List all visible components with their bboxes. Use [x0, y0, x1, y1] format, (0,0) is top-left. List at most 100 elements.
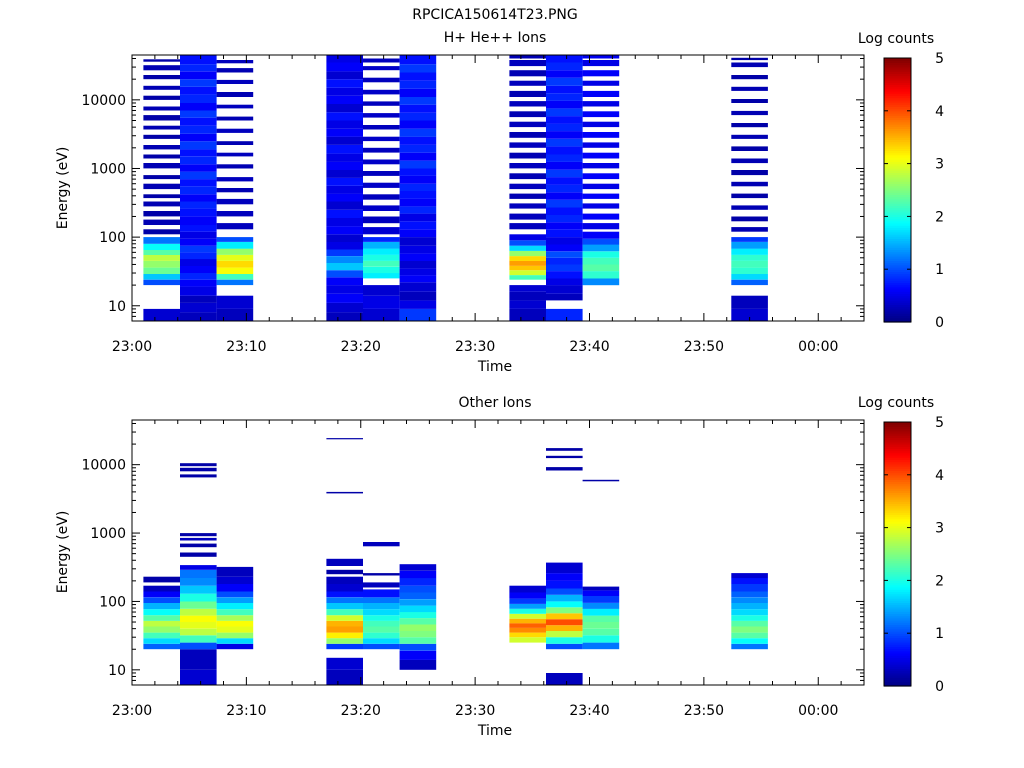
- heatmap-cell: [216, 116, 254, 121]
- heatmap-cell: [326, 558, 363, 566]
- colorbar-segment: [884, 642, 911, 645]
- heatmap-cell: [731, 620, 768, 627]
- heatmap-cell: [731, 248, 768, 255]
- colorbar-segment: [884, 448, 911, 452]
- colorbar-segment: [884, 433, 911, 436]
- heatmap-cell: [399, 213, 437, 222]
- colorbar-segment: [884, 525, 911, 529]
- colorbar-segment: [884, 245, 911, 248]
- heatmap-cell: [363, 632, 400, 639]
- heatmap-cell: [216, 597, 254, 603]
- colorbar-segment: [884, 620, 911, 623]
- heatmap-cell: [363, 308, 400, 321]
- heatmap-cell: [546, 285, 583, 294]
- colorbar-segment: [884, 655, 911, 658]
- heatmap-cell: [143, 250, 180, 255]
- colorbar-segment: [884, 95, 911, 99]
- y-tick-label: 100: [99, 230, 126, 246]
- heatmap-cell: [399, 145, 437, 153]
- heatmap-cell: [363, 597, 400, 603]
- heatmap-cell: [180, 593, 217, 602]
- heatmap-cell: [509, 111, 546, 118]
- heatmap-cell: [180, 194, 217, 202]
- heatmap-cell: [582, 111, 620, 118]
- x-tick-label: 23:30: [455, 703, 495, 719]
- colorbar-segment: [884, 507, 911, 511]
- heatmap-cell: [509, 142, 546, 148]
- heatmap-cell: [582, 264, 620, 272]
- heatmap-cell: [326, 669, 363, 685]
- colorbar-segment: [884, 567, 911, 570]
- colorbar-segment: [884, 130, 911, 134]
- heatmap-cell: [546, 222, 583, 230]
- heatmap-cell: [582, 55, 620, 59]
- heatmap-cell: [582, 642, 620, 650]
- colorbar-segment: [884, 71, 911, 74]
- colorbar-segment: [884, 565, 911, 568]
- heatmap-cell: [326, 209, 363, 218]
- colorbar-segment: [884, 675, 911, 678]
- colorbar-segment: [884, 212, 911, 215]
- heatmap-cell: [216, 254, 254, 261]
- colorbar-segment: [884, 102, 911, 105]
- heatmap-cell: [180, 266, 217, 273]
- colorbar-segment: [884, 677, 911, 680]
- colorbar-segment: [884, 611, 911, 614]
- x-tick-label: 23:40: [569, 339, 609, 355]
- heatmap-cell: [363, 609, 400, 616]
- heatmap-cell: [326, 249, 363, 256]
- colorbar-segment: [884, 225, 911, 228]
- colorbar-segment: [884, 617, 911, 621]
- heatmap-cell: [399, 88, 437, 97]
- colorbar-segment: [884, 626, 911, 630]
- colorbar-tick-label: 0: [935, 315, 944, 331]
- panel-title: Other Ions: [458, 395, 531, 411]
- heatmap-cell: [399, 152, 437, 161]
- x-tick-label: 23:50: [684, 339, 724, 355]
- heatmap-cell: [180, 133, 217, 142]
- heatmap-cell: [326, 104, 363, 113]
- heatmap-cell: [180, 164, 217, 172]
- heatmap-cell: [731, 260, 768, 268]
- heatmap-cell: [363, 194, 400, 200]
- heatmap-cell: [399, 198, 437, 207]
- heatmap-cell: [326, 491, 363, 494]
- heatmap-cell: [546, 271, 583, 279]
- heatmap-cell: [180, 537, 217, 541]
- colorbar-segment: [884, 463, 911, 467]
- heatmap-cell: [509, 618, 546, 624]
- colorbar-segment: [884, 313, 911, 316]
- colorbar-segment: [884, 650, 911, 654]
- colorbar-segment: [884, 516, 911, 520]
- heatmap-cell: [143, 75, 180, 80]
- heatmap-cell: [216, 68, 254, 73]
- heatmap-cell: [180, 55, 217, 65]
- heatmap-cell: [326, 626, 363, 633]
- heatmap-cell: [509, 121, 546, 128]
- heatmap-cell: [582, 238, 620, 245]
- heatmap-cell: [180, 225, 217, 232]
- heatmap-cell: [731, 242, 768, 249]
- heatmap-cell: [143, 183, 180, 190]
- heatmap-cell: [399, 55, 437, 65]
- colorbar-segment: [884, 214, 911, 217]
- heatmap-cell: [180, 208, 217, 217]
- heatmap-cell: [731, 626, 768, 633]
- colorbar-segment: [884, 653, 911, 656]
- heatmap-cell: [399, 275, 437, 283]
- colorbar-segment: [884, 119, 911, 123]
- heatmap-cell: [326, 153, 363, 162]
- heatmap-cell: [216, 308, 254, 321]
- heatmap-cell: [143, 163, 180, 169]
- colorbar-segment: [884, 569, 911, 573]
- colorbar-segment: [884, 238, 911, 242]
- colorbar-segment: [884, 82, 911, 85]
- colorbar-segment: [884, 450, 911, 454]
- heatmap-cell: [216, 591, 254, 598]
- heatmap-cell: [731, 227, 768, 232]
- heatmap-cell: [546, 607, 583, 614]
- heatmap-cell: [546, 625, 583, 631]
- heatmap-cell: [582, 590, 620, 596]
- heatmap-cell: [582, 121, 620, 128]
